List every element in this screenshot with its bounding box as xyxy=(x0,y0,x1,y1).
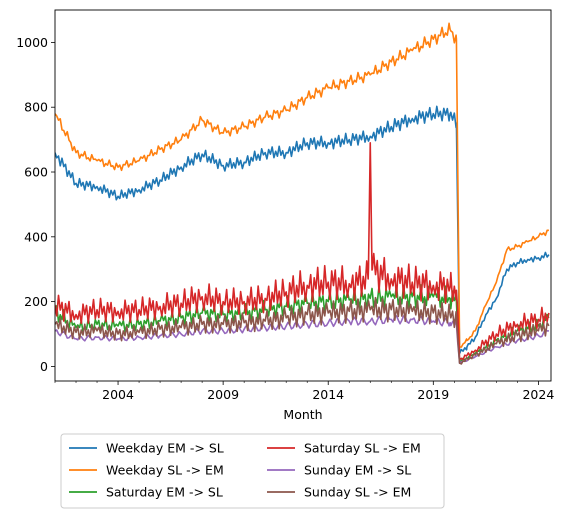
plot-frame xyxy=(54,9,552,382)
legend-label: Weekday EM -> SL xyxy=(106,441,224,456)
x-tick-label: 2014 xyxy=(312,387,344,402)
x-tick-label: 2019 xyxy=(417,387,449,402)
legend-label: Saturday EM -> SL xyxy=(106,485,223,500)
legend-box xyxy=(60,433,445,509)
x-tick-label: 2009 xyxy=(207,387,239,402)
series-line xyxy=(55,22,549,348)
tick-labels: 0 200 400 600 800 1000 2004 2009 2014 2019 2024 xyxy=(16,35,554,402)
y-tick-label: 0 xyxy=(40,359,48,374)
x-axis-title: Month xyxy=(283,407,322,422)
series-line xyxy=(55,105,550,355)
x-tick-label: 2004 xyxy=(102,387,134,402)
legend-label: Sunday EM -> SL xyxy=(304,463,411,478)
y-tick-label: 1000 xyxy=(16,35,48,50)
legend-label: Sunday SL -> EM xyxy=(304,485,411,500)
series-line xyxy=(55,296,550,365)
series-line xyxy=(55,142,550,361)
x-tick-label: 2024 xyxy=(522,387,554,402)
y-tick-label: 200 xyxy=(24,294,48,309)
y-tick-label: 400 xyxy=(24,229,48,244)
legend-label: Saturday SL -> EM xyxy=(304,441,421,456)
y-tick-label: 800 xyxy=(24,100,48,115)
series-lines xyxy=(55,22,550,365)
legend-label: Weekday SL -> EM xyxy=(106,463,224,478)
legend: Weekday EM -> SL Weekday SL -> EM Saturday… xyxy=(60,433,445,509)
y-tick-label: 600 xyxy=(24,165,48,180)
